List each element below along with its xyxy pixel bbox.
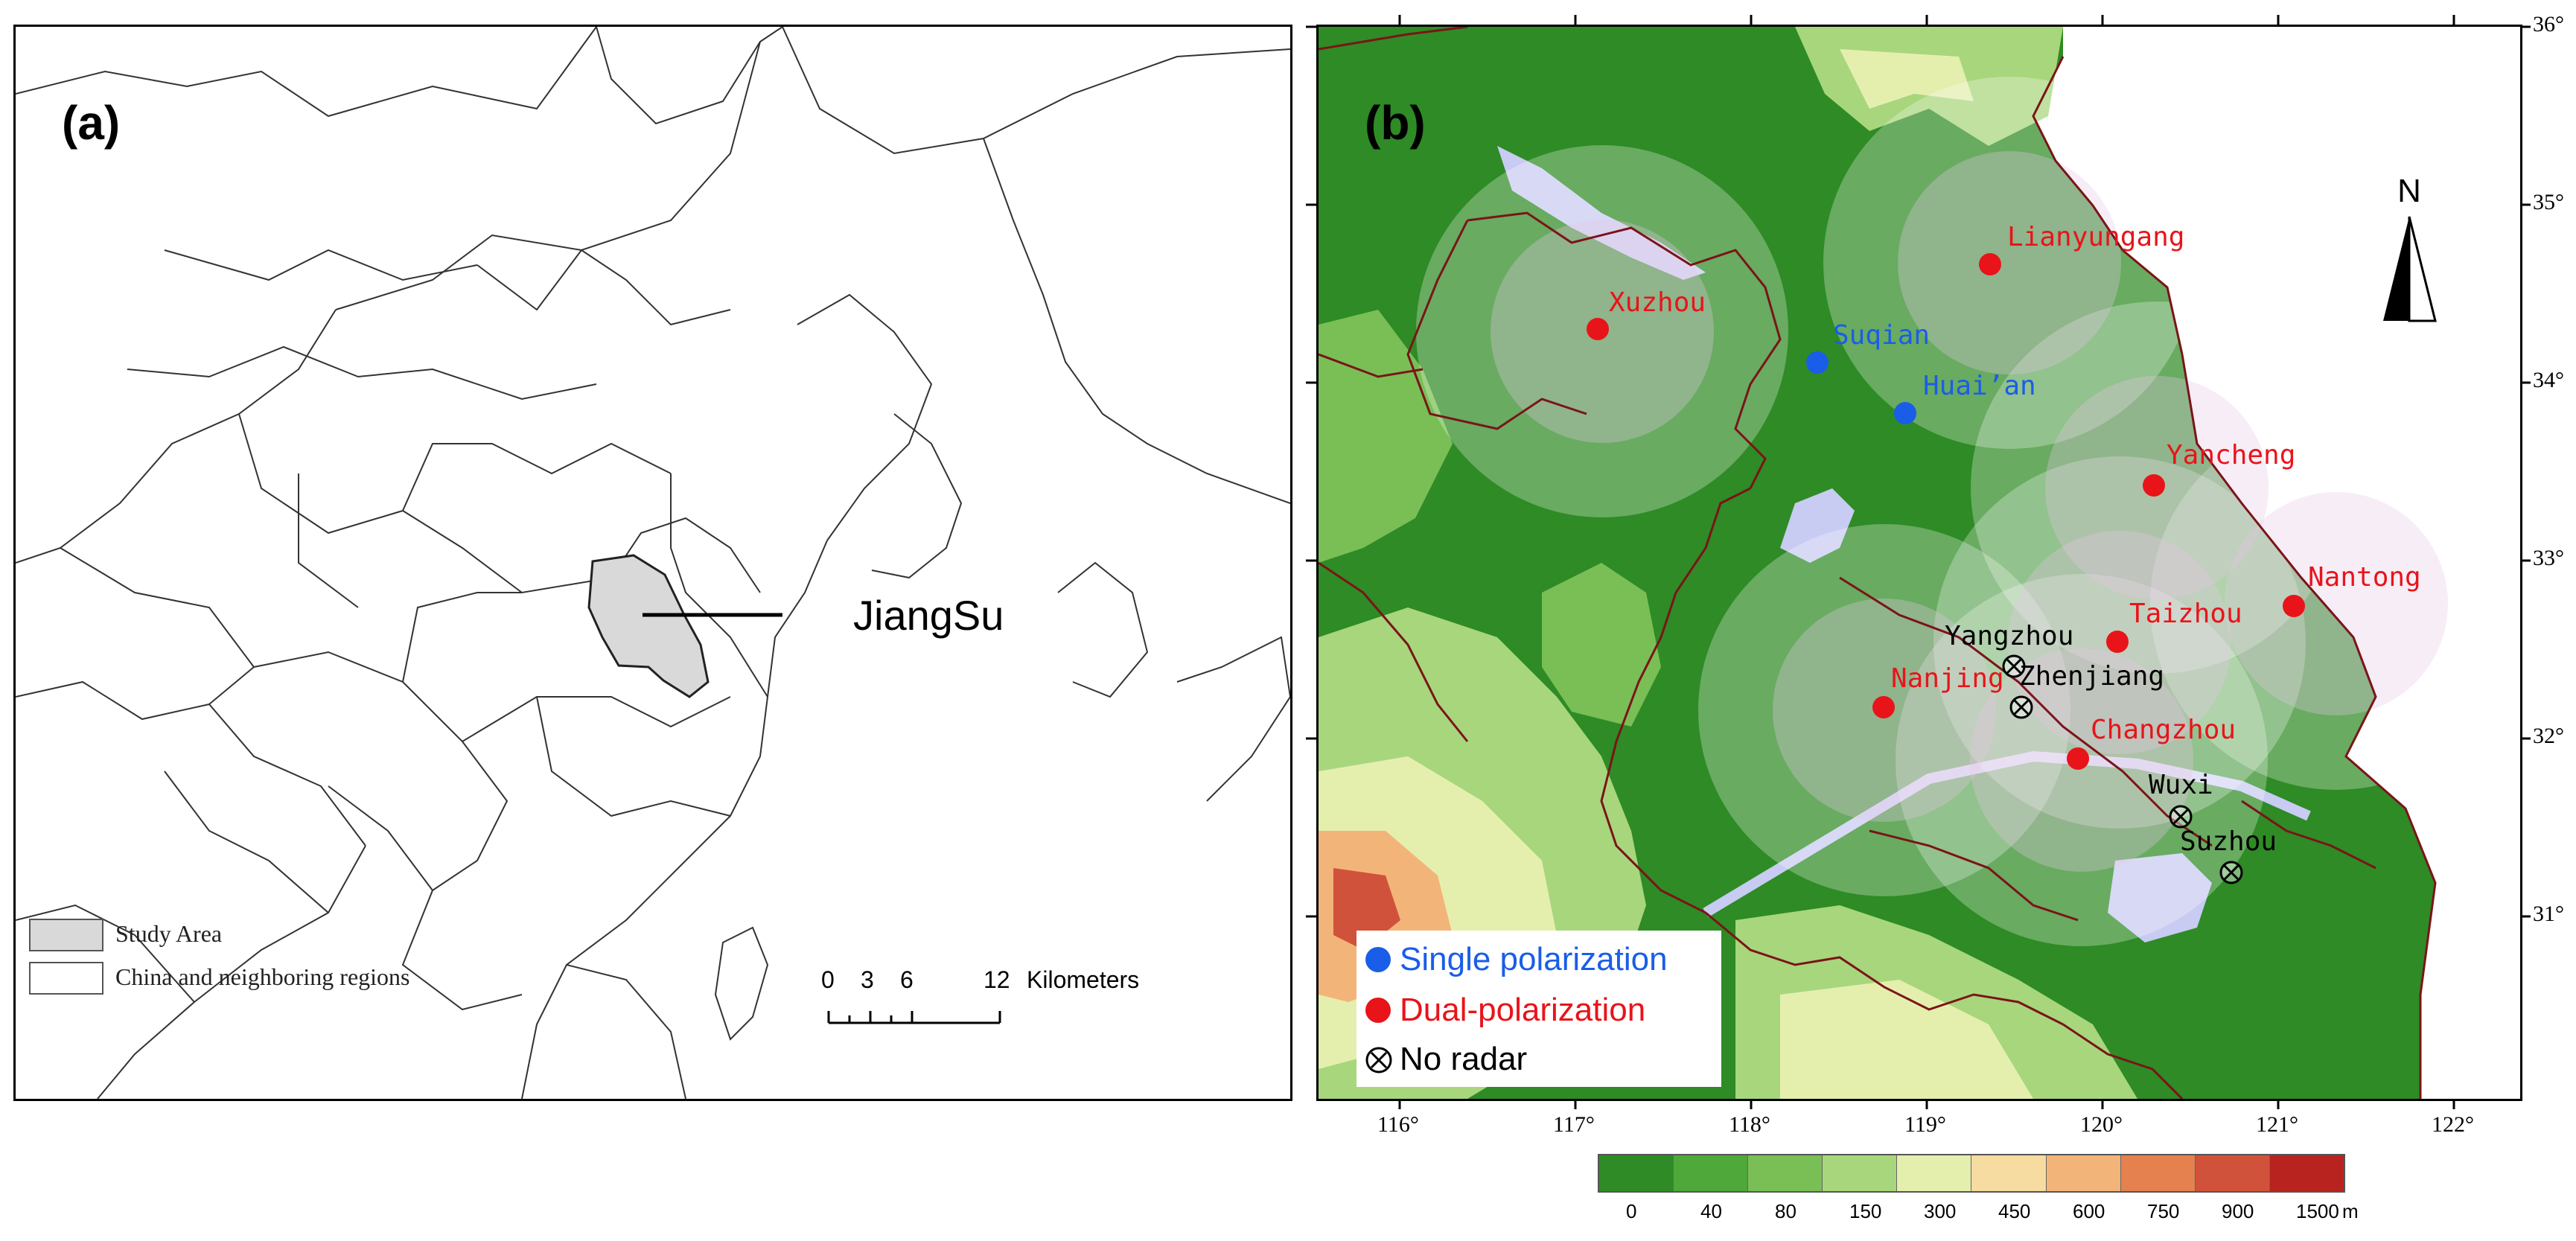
colorbar-segment bbox=[1599, 1155, 1674, 1191]
colorbar-tick-label: 0 bbox=[1626, 1200, 1637, 1222]
station-label-taizhou: Taizhou bbox=[2129, 599, 2242, 629]
lat-label-35: 35° bbox=[2533, 190, 2564, 214]
lon-label-117: 117° bbox=[1553, 1112, 1595, 1137]
hongze-lake bbox=[1780, 488, 1855, 563]
scale-tick-0: 0 bbox=[821, 966, 835, 993]
station-dot-nantong bbox=[2283, 595, 2305, 617]
station-dot-huaian bbox=[1894, 402, 1916, 424]
colorbar-tick-label: 900 bbox=[2222, 1200, 2254, 1222]
weishan-lake bbox=[1497, 146, 1706, 280]
station-marker-suzhou-circled-x-icon bbox=[2219, 861, 2243, 884]
station-dot-xuzhou bbox=[1587, 318, 1609, 340]
legend-dual-polarization: Dual-polarization bbox=[1400, 992, 1646, 1028]
colorbar-segment bbox=[2269, 1155, 2344, 1191]
central-hills bbox=[1542, 563, 1661, 727]
colorbar-segment bbox=[1896, 1155, 1971, 1191]
elevation-colorbar bbox=[1598, 1154, 2345, 1193]
legend-single-polarization: Single polarization bbox=[1400, 941, 1668, 977]
colorbar-tick-label: 40 bbox=[1700, 1200, 1722, 1222]
china-region-swatch bbox=[29, 962, 103, 995]
station-dot-changzhou bbox=[2067, 747, 2089, 770]
station-label-xuzhou: Xuzhou bbox=[1609, 287, 1706, 318]
yangtze-river bbox=[1703, 750, 2311, 918]
station-label-lianyungang: Lianyungang bbox=[2007, 222, 2185, 252]
north-hills bbox=[1840, 49, 1974, 109]
scale-bar-ruler bbox=[827, 1011, 1001, 1024]
colorbar-tick-label: 600 bbox=[2073, 1200, 2105, 1222]
legend-study-area-label: Study Area bbox=[115, 920, 223, 947]
circled-x-icon bbox=[1365, 1047, 1392, 1073]
panel-a-label: (a) bbox=[62, 96, 121, 150]
station-dot-suqian bbox=[1806, 351, 1829, 374]
lon-label-120: 120° bbox=[2080, 1112, 2123, 1137]
colorbar-tick-label: 300 bbox=[1924, 1200, 1957, 1222]
jiangsu-study-area bbox=[587, 554, 710, 698]
station-label-yangzhou: Yangzhou bbox=[1945, 621, 2074, 651]
station-label-huaian: Huai’an bbox=[1923, 371, 2036, 401]
north-arrow-icon: N bbox=[2383, 173, 2437, 322]
station-dot-taizhou bbox=[2106, 631, 2129, 653]
station-dot-lianyungang bbox=[1979, 253, 2001, 275]
colorbar-segment bbox=[1822, 1155, 1897, 1191]
lat-label-36: 36° bbox=[2533, 12, 2564, 36]
tai-lake bbox=[2108, 853, 2212, 942]
station-label-zhenjiang: Zhenjiang bbox=[2019, 661, 2165, 692]
station-dot-yancheng bbox=[2143, 474, 2165, 497]
lon-label-118: 118° bbox=[1729, 1112, 1770, 1137]
scale-tick-3: 3 bbox=[861, 966, 874, 993]
station-marker-yangzhou-circled-x-icon bbox=[2002, 654, 2026, 678]
lon-label-116: 116° bbox=[1377, 1112, 1419, 1137]
colorbar-segment bbox=[2194, 1155, 2269, 1191]
station-marker-wuxi-circled-x-icon bbox=[2169, 805, 2193, 829]
scale-unit: Kilometers bbox=[1027, 966, 1140, 993]
legend-china-label: China and neighboring regions bbox=[115, 963, 410, 990]
lon-label-122: 122° bbox=[2432, 1112, 2474, 1137]
station-label-wuxi: Wuxi bbox=[2149, 770, 2213, 800]
panel-a-map: (a) JiangSu Study Area China and neighbo… bbox=[13, 25, 1292, 1101]
scale-tick-12: 12 bbox=[983, 966, 1010, 993]
jiangsu-label: JiangSu bbox=[853, 592, 1004, 639]
colorbar-segment bbox=[1673, 1155, 1748, 1191]
colorbar-unit: m bbox=[2342, 1200, 2359, 1222]
station-dot-nanjing bbox=[1872, 696, 1895, 718]
lon-label-121: 121° bbox=[2256, 1112, 2298, 1137]
north-label: N bbox=[2397, 173, 2421, 209]
station-label-nantong: Nantong bbox=[2308, 562, 2421, 593]
colorbar-tick-label: 80 bbox=[1775, 1200, 1796, 1222]
province-boundaries bbox=[1319, 27, 2437, 1099]
station-label-changzhou: Changzhou bbox=[2091, 715, 2237, 745]
station-label-nanjing: Nanjing bbox=[1891, 663, 2004, 694]
panel-b-map: N (b) bbox=[1316, 25, 2522, 1101]
study-area-swatch bbox=[29, 919, 103, 951]
china-boundaries-map bbox=[16, 27, 1290, 1099]
station-label-suzhou: Suzhou bbox=[2180, 826, 2277, 857]
colorbar-tick-label: 150 bbox=[1849, 1200, 1882, 1222]
red-dot-icon bbox=[1365, 998, 1391, 1023]
panel-b-label: (b) bbox=[1365, 96, 1426, 150]
colorbar-tick-label: 750 bbox=[2147, 1200, 2180, 1222]
colorbar-tick-label: 1500 bbox=[2296, 1200, 2339, 1222]
south-hills bbox=[1780, 980, 2033, 1099]
lat-label-32: 32° bbox=[2533, 724, 2564, 748]
legend-no-radar: No radar bbox=[1400, 1041, 1528, 1077]
west-upland bbox=[1319, 310, 1453, 563]
colorbar-segment bbox=[2120, 1155, 2195, 1191]
station-label-suqian: Suqian bbox=[1833, 320, 1931, 351]
colorbar-segment bbox=[2045, 1155, 2120, 1191]
lat-label-33: 33° bbox=[2533, 546, 2564, 570]
scale-tick-6: 6 bbox=[900, 966, 914, 993]
colorbar-segment bbox=[1747, 1155, 1823, 1191]
station-label-yancheng: Yancheng bbox=[2167, 440, 2296, 470]
panel-b-legend: Single polarization Dual-polarization No… bbox=[1356, 931, 1721, 1087]
lat-label-34: 34° bbox=[2533, 368, 2564, 392]
colorbar-tick-label: 450 bbox=[1998, 1200, 2031, 1222]
blue-dot-icon bbox=[1365, 947, 1391, 972]
station-marker-zhenjiang-circled-x-icon bbox=[2009, 695, 2033, 719]
southwest-peaks bbox=[1333, 868, 1400, 950]
lon-label-119: 119° bbox=[1904, 1112, 1946, 1137]
lat-label-31: 31° bbox=[2533, 902, 2564, 926]
colorbar-segment bbox=[1971, 1155, 2046, 1191]
